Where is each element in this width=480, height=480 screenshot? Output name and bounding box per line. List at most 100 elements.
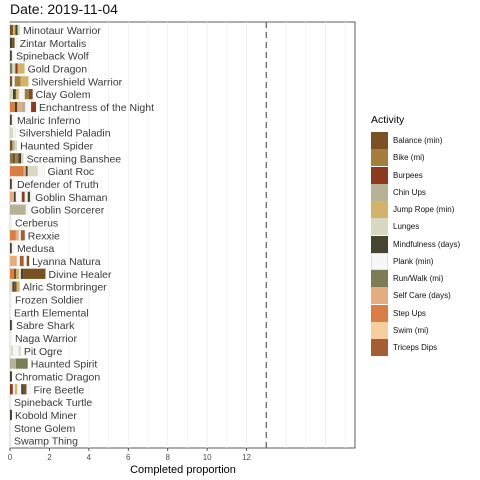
legend-label: Bike (mi)	[393, 153, 425, 163]
bar-segment	[10, 371, 12, 382]
legend-swatch	[371, 132, 388, 150]
bar-segment	[27, 166, 38, 177]
bar-segment	[10, 50, 12, 61]
bar-segment	[10, 166, 24, 177]
legend-swatch	[371, 166, 388, 184]
bars-layer	[9, 24, 46, 446]
bar-segment	[26, 383, 31, 395]
bar-segment	[20, 268, 24, 279]
bar-segment	[23, 166, 26, 177]
legend-swatch	[371, 252, 388, 270]
bar-segment	[27, 191, 31, 202]
bar-segment	[13, 191, 16, 202]
bar-segment	[12, 127, 17, 138]
legend-item: Chin Ups	[371, 183, 476, 201]
bar-segment	[11, 50, 14, 61]
bar-segment	[12, 140, 15, 151]
legend-item: Triceps Dips	[371, 339, 476, 357]
category-label: Chromatic Dragon	[15, 371, 100, 383]
bar-segment	[12, 76, 15, 87]
bar-segment	[9, 396, 12, 408]
category-label: Defender of Truth	[17, 179, 99, 191]
category-label: Frozen Soldier	[15, 294, 84, 306]
x-axis-title: Completed proportion	[130, 464, 236, 476]
bar-segment	[10, 24, 13, 36]
bar-segment	[14, 101, 18, 113]
bar-segment	[18, 345, 21, 356]
bar-segment	[10, 268, 14, 279]
bar-segment	[26, 255, 30, 267]
bar-segment	[17, 383, 22, 395]
bar-segment	[9, 307, 12, 318]
x-tick-label: 4	[87, 453, 92, 462]
category-label: Alric Stormbringer	[23, 282, 108, 294]
bar-segment	[25, 101, 32, 113]
category-label: Fire Beetle	[34, 384, 85, 396]
bar-segment	[18, 153, 22, 164]
bar-segment	[10, 89, 13, 100]
legend-label: Lunges	[393, 222, 420, 232]
bar-segment	[29, 191, 33, 203]
legend-item: Lunges	[371, 218, 476, 236]
bar-segment	[10, 358, 16, 369]
date-title: Date: 2019-11-04	[10, 1, 118, 17]
category-label: Silvershield Paladin	[19, 128, 111, 140]
category-label: Screaming Banshee	[27, 153, 122, 165]
category-label: Spineback Wolf	[16, 51, 89, 63]
bar-segment	[10, 153, 13, 164]
category-label: Naga Warrior	[15, 333, 78, 345]
bar-segment	[10, 140, 13, 151]
legend-item: Step Ups	[371, 304, 476, 322]
category-label: Lyanna Natura	[32, 256, 101, 268]
bar-segment	[25, 166, 28, 177]
bar-segment	[16, 255, 21, 267]
legend-swatch	[371, 218, 388, 236]
category-label: Stone Golem	[14, 423, 76, 435]
legend-label: Plank (min)	[393, 256, 434, 266]
bar-segment	[12, 24, 16, 36]
bar-segment	[17, 24, 21, 36]
legend-item: Run/Walk (mi)	[371, 270, 476, 288]
bar-segment	[18, 88, 25, 100]
x-tick-label: 12	[242, 453, 251, 462]
bar-segment	[11, 114, 15, 126]
legend-title: Activity	[371, 114, 405, 126]
legend-items: Balance (min) Bike (mi) Burpees Chin Ups Jum…	[371, 132, 476, 357]
bar-segment	[23, 255, 27, 267]
legend-item: Jump Rope (min)	[371, 201, 476, 219]
x-tick-label: 10	[203, 453, 212, 462]
bar-segment	[10, 281, 13, 292]
bar-segment	[10, 114, 12, 125]
bar-segment	[23, 384, 27, 395]
category-label: Spineback Turtle	[14, 397, 92, 409]
bar-segment	[15, 153, 19, 164]
bar-segment	[10, 409, 12, 421]
bar-segment	[10, 63, 13, 74]
legend-item: Plank (min)	[371, 252, 476, 270]
x-axis: 0 2 4 6 8 10 12	[8, 448, 252, 462]
bar-segment	[12, 345, 20, 357]
bar-segment	[10, 204, 26, 215]
category-label: Earth Elemental	[14, 307, 89, 319]
category-label: Divine Healer	[48, 269, 112, 281]
bar-segment	[28, 89, 33, 100]
bar-segment	[14, 37, 17, 49]
bar-segment	[23, 268, 46, 279]
legend-label: Mindfulness (days)	[393, 239, 461, 249]
bar-segment	[14, 384, 18, 395]
legend-swatch	[371, 201, 388, 219]
bar-segment	[14, 76, 21, 87]
bar-segment	[10, 319, 12, 331]
bar-segment	[10, 230, 16, 241]
category-label: Sabre Shark	[16, 320, 75, 332]
bar-segment	[10, 191, 14, 202]
bar-segment	[15, 230, 19, 241]
legend: Activity Balance (min) Bike (mi) Burpees Ch…	[371, 114, 476, 357]
bar-segment	[11, 242, 15, 254]
bar-segment	[11, 178, 15, 190]
legend-label: Swim (mi)	[393, 325, 429, 335]
legend-item: Self Care (days)	[371, 287, 476, 305]
bar-segment	[9, 435, 12, 446]
bar-segment	[19, 255, 24, 267]
